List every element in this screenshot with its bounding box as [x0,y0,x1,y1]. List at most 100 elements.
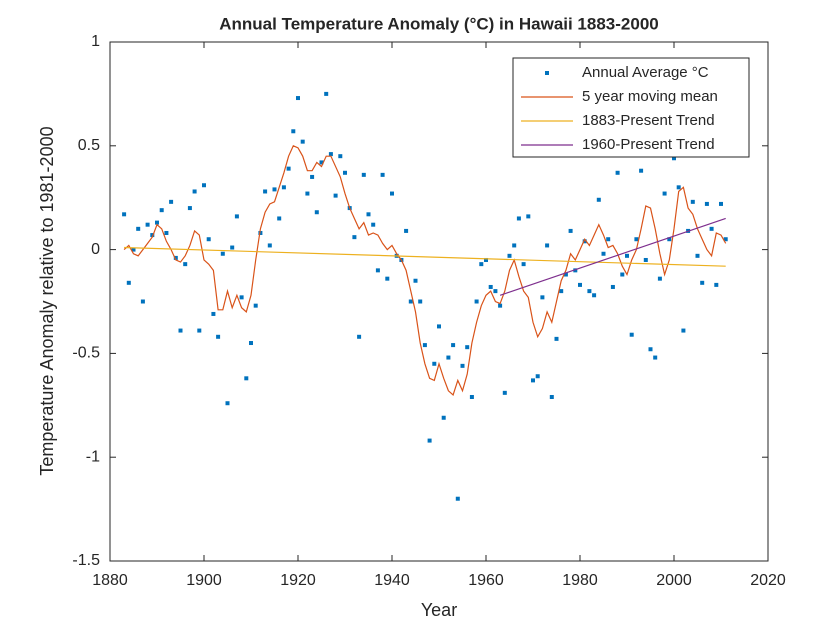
data-point [531,378,535,383]
data-point [620,272,625,277]
data-point [155,220,159,225]
data-point [455,496,460,501]
data-point [643,257,648,262]
data-point [310,174,315,179]
data-point [338,154,343,159]
series-line [124,246,726,267]
data-point [239,295,244,300]
data-point [719,201,723,206]
data-point [314,210,319,215]
data-point [328,152,333,157]
x-tick-label: 1920 [280,572,316,589]
data-point [554,336,559,341]
data-point [159,208,164,213]
data-point [629,332,634,337]
data-point [451,343,456,348]
data-point [300,139,305,144]
data-point [596,197,601,202]
y-tick-label: -0.5 [72,345,100,362]
series-line [499,217,726,296]
data-point [502,390,507,395]
data-point [173,255,178,260]
data-point [380,172,385,177]
data-point [695,253,700,258]
data-point [606,237,611,242]
data-point [653,355,658,360]
data-point [559,289,564,294]
data-point [244,376,249,381]
legend-label: 1883-Present Trend [582,112,715,129]
legend-label: 5 year moving mean [582,88,718,105]
data-point [676,185,681,190]
data-point [469,394,474,399]
data-point [568,228,573,233]
x-axis-label: Year [421,600,457,620]
data-point [437,324,441,329]
data-point [352,235,357,240]
data-point [277,216,282,221]
data-point [281,185,286,190]
data-point [126,280,131,285]
legend [512,57,750,158]
data-point [601,251,606,256]
data-point [465,345,470,350]
data-point [578,282,582,287]
x-tick-label: 1940 [374,572,410,589]
data-point [512,243,517,248]
data-point [361,172,366,177]
data-point [258,230,263,235]
y-tick-label: 0 [91,241,100,258]
data-point [662,191,667,196]
data-point [488,284,493,289]
data-point [230,245,235,250]
data-point [206,237,211,242]
data-point [131,247,136,252]
data-point [413,278,418,283]
data-point [535,374,540,379]
data-point [460,363,465,368]
data-point [549,394,554,399]
data-point [573,268,578,273]
data-point [484,257,488,262]
y-tick-label: 0.5 [78,137,100,154]
data-point [672,156,676,161]
data-point [681,328,686,333]
data-point [375,268,380,273]
legend-label: Annual Average °C [582,64,709,81]
data-point [709,226,714,231]
data-point [422,343,427,348]
data-point [625,253,629,258]
data-point [178,328,183,333]
data-point [610,284,615,289]
data-point [587,289,592,294]
data-point [639,168,644,173]
data-point [592,293,597,298]
data-point [187,206,192,211]
data-point [319,160,324,165]
data-point [507,253,512,258]
data-point [324,91,329,96]
data-point [690,199,695,204]
data-point [333,193,338,198]
data-point [202,183,206,188]
data-point [526,214,531,219]
data-point [521,262,526,267]
data-point [183,262,188,267]
data-point [366,212,371,217]
data-point [164,230,169,235]
x-tick-label: 2000 [656,572,692,589]
x-tick-label: 1900 [186,572,222,589]
legend-marker [545,71,549,75]
data-point [446,355,451,360]
data-point [234,214,239,219]
x-tick-label: 1960 [468,572,504,589]
data-point [408,299,413,304]
series-line [123,145,727,396]
data-point [563,272,568,277]
data-point [545,243,550,248]
data-point [648,347,653,352]
data-point [263,189,268,194]
data-point [216,334,221,339]
chart-title: Annual Temperature Anomaly (°C) in Hawai… [219,14,659,33]
data-point [286,166,291,171]
